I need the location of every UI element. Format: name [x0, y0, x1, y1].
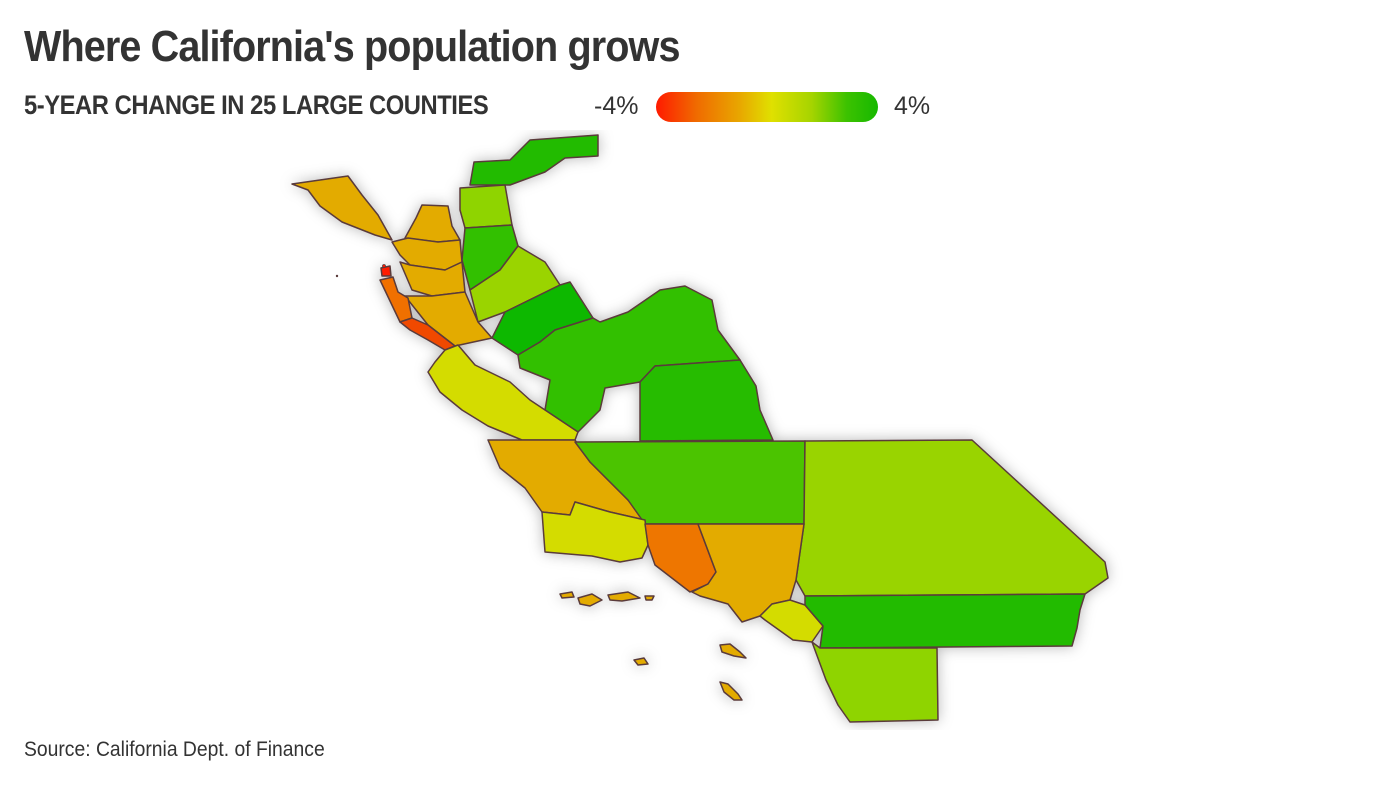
legend-color-scale [656, 92, 878, 122]
county-sf [380, 265, 392, 277]
subtitle-row: 5-YEAR CHANGE IN 25 LARGE COUNTIES -4% 4… [24, 90, 1024, 126]
subtitle: 5-YEAR CHANGE IN 25 LARGE COUNTIES [24, 90, 489, 120]
county-bay-1 [404, 204, 461, 243]
county-riverside [804, 593, 1086, 649]
island-4 [644, 595, 655, 601]
legend-max-label: 4% [894, 92, 931, 120]
farallon-islands [335, 274, 339, 278]
county-peninsula [379, 276, 413, 323]
county-sierra [639, 359, 774, 442]
legend-min-label: -4% [594, 92, 639, 120]
source-note: Source: California Dept. of Finance [24, 738, 325, 761]
county-san-diego [811, 641, 939, 723]
island-7 [719, 681, 743, 701]
county-bay-3 [399, 261, 466, 297]
bay-island [382, 264, 386, 268]
county-monterey [427, 344, 579, 441]
island-1 [559, 591, 575, 599]
island-2 [577, 593, 603, 607]
county-los-angeles [691, 523, 805, 623]
island-3 [607, 591, 641, 602]
county-coast-north [291, 175, 393, 241]
county-northeast [469, 134, 599, 186]
island-5 [719, 643, 747, 659]
page-title: Where California's population grows [24, 22, 680, 71]
county-san-bernardino [795, 439, 1109, 597]
county-north-1 [459, 184, 513, 229]
california-county-map [291, 134, 1109, 723]
island-6 [633, 657, 649, 666]
